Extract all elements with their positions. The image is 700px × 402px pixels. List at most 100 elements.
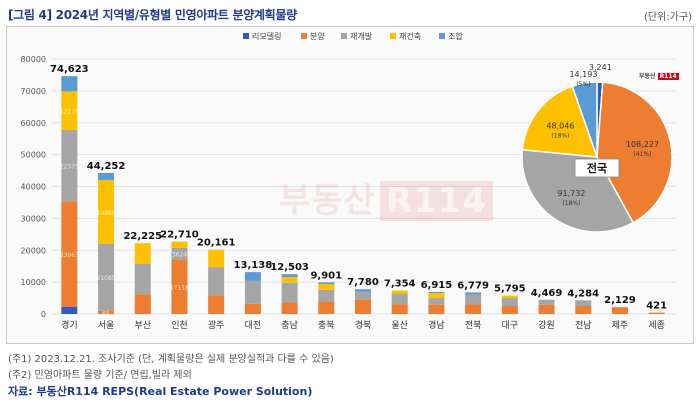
brand-logo: 부동산 R114 [639, 71, 679, 80]
watermark-text: 부동산 [279, 181, 376, 221]
pie-slice [596, 81, 673, 224]
legend-swatch [439, 33, 445, 39]
bar-segment [281, 302, 298, 314]
bar-segment [281, 277, 298, 283]
bar-segment [244, 303, 261, 314]
bar-segment [318, 282, 335, 285]
bar-segment [428, 304, 445, 314]
bar-segment [355, 299, 371, 314]
legend-label: 재건축 [399, 31, 421, 41]
pie-center-label: 전국 [587, 161, 607, 175]
bar-segment [501, 295, 518, 299]
bar-segment [318, 301, 335, 314]
bar-segment [208, 295, 225, 314]
total-label: 13,138 [234, 260, 273, 271]
legend-swatch [243, 33, 249, 39]
bar-segment [134, 263, 151, 295]
pie-pct-label: (5%) [576, 81, 590, 88]
total-label: 421 [646, 301, 667, 312]
legend-swatch [341, 33, 347, 39]
pie-value-label: 14,193 [569, 70, 597, 79]
bar-segment [61, 91, 78, 130]
bar-segment [465, 292, 482, 295]
y-tick-label: 70000 [21, 87, 46, 96]
bar-segment [318, 284, 335, 290]
x-tick-label: 경북 [355, 319, 372, 331]
bar-segment [208, 249, 225, 268]
total-label: 7,354 [384, 279, 416, 290]
bar-segment [318, 289, 335, 302]
pie-pct-label: (18%) [551, 132, 569, 139]
total-label: 7,780 [347, 277, 379, 288]
bar-segment [465, 294, 482, 305]
bar-segment [648, 312, 665, 314]
segment-label: 3624 [172, 252, 187, 259]
total-label: 44,252 [87, 161, 126, 172]
bar-segment [465, 304, 482, 314]
x-tick-label: 제주 [612, 320, 629, 331]
source-line: 자료: 부동산R114 REPS(Real Estate Power Solut… [8, 385, 313, 398]
total-label: 20,161 [197, 238, 236, 249]
segment-label: 12110 [60, 109, 79, 116]
pie-slice [571, 81, 598, 158]
bar-segment [575, 306, 592, 314]
bar-segment [501, 298, 518, 307]
x-tick-label: 충남 [281, 320, 298, 331]
x-tick-label: 충북 [318, 320, 335, 331]
legend-swatch [301, 33, 307, 39]
bar-segment [538, 304, 555, 314]
bar-segment [171, 247, 188, 260]
bar-segment [391, 293, 408, 305]
y-tick-label: 40000 [21, 183, 46, 192]
pie-center-box [574, 158, 620, 178]
bar-segment [98, 243, 115, 311]
bar-segment [428, 292, 445, 299]
bar-segment [61, 201, 78, 307]
y-tick-label: 10000 [21, 278, 46, 287]
bar-segment [98, 179, 115, 244]
watermark-box: R114 [379, 181, 493, 221]
total-label: 2,129 [604, 295, 636, 306]
y-tick-label: 80000 [21, 55, 46, 64]
logo-text: 부동산 [639, 73, 656, 80]
segment-label: 22375 [60, 164, 79, 171]
segment-label: 21089 [97, 275, 116, 282]
bar-segment [171, 259, 188, 314]
bar-segment [611, 307, 628, 314]
footnote-1: (주1) 2023.12.21. 조사기준 (단, 계획물량은 실제 분양실적과… [8, 354, 334, 365]
x-tick-label: 울산 [391, 320, 408, 331]
segment-label: 33063 [60, 252, 79, 259]
x-tick-label: 대전 [245, 320, 262, 331]
legend-label: 리모델링 [252, 31, 281, 41]
bar-segment [61, 306, 78, 314]
total-label: 74,623 [50, 64, 89, 75]
pie-value-label: 108,227 [626, 140, 659, 149]
pie-pct-label: (41%) [633, 151, 651, 158]
y-tick-label: 60000 [21, 119, 46, 128]
page-title: [그림 4] 2024년 지역별/유형별 민영아파트 분양계획물량 [8, 8, 297, 22]
x-tick-label: 인천 [171, 320, 188, 331]
legend-label: 재개발 [350, 31, 373, 41]
total-label: 6,915 [421, 280, 453, 291]
footnote-2: (주2) 민영아파트 물량 기준/ 연립,빌라 제외 [8, 370, 192, 381]
bar-segment [61, 129, 78, 202]
bar-segment [575, 300, 592, 307]
bar-segment [134, 294, 151, 314]
total-label: 6,779 [457, 280, 489, 291]
pie-value-label: 48,046 [546, 121, 574, 130]
bar-segment [208, 267, 225, 296]
bar-segment [428, 298, 445, 305]
bar-segment [355, 291, 371, 300]
total-label: 4,469 [531, 288, 563, 299]
y-tick-label: 50000 [21, 151, 46, 160]
bar-segment [391, 290, 408, 294]
pie-slice [521, 148, 635, 233]
bar-segment [61, 76, 78, 92]
x-tick-label: 전북 [465, 320, 482, 331]
x-tick-label: 세종 [648, 320, 665, 331]
y-tick-label: 0 [41, 310, 46, 319]
bar-segment [281, 282, 298, 303]
total-label: 5,795 [494, 284, 526, 295]
bar-segment [244, 272, 261, 281]
bar-segment [538, 299, 555, 305]
